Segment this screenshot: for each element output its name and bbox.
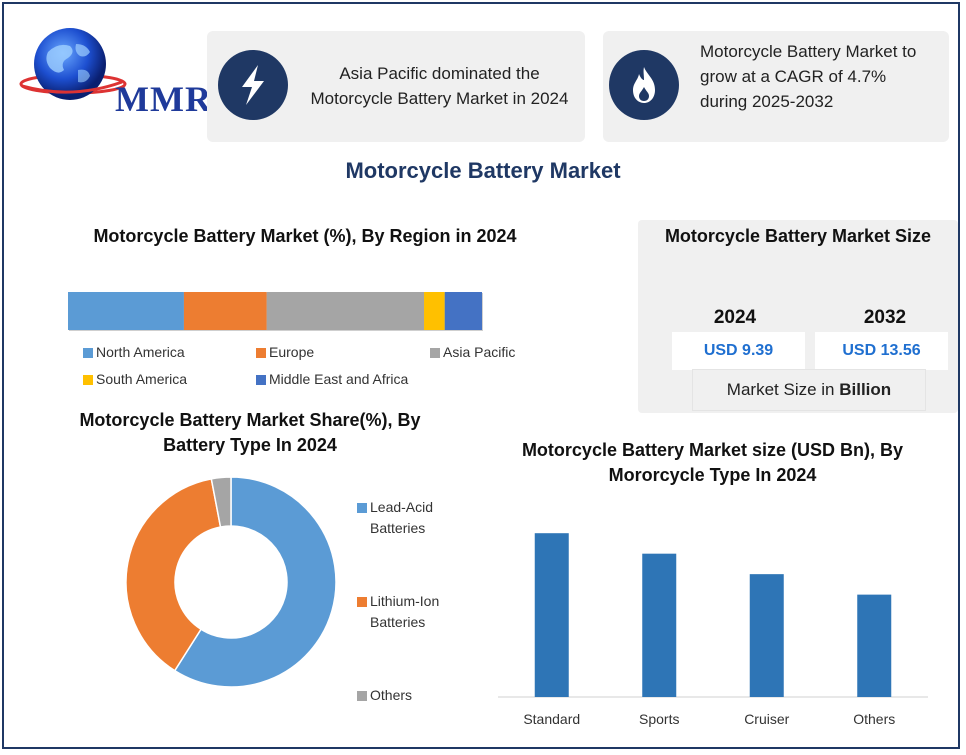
globe-icon	[19, 28, 127, 100]
region-legend-label-3: South America	[96, 371, 188, 387]
market-size-unit: Market Size in Billion	[692, 369, 926, 411]
donut-slice-0	[173, 476, 337, 688]
x-tick-label-others: Others	[853, 711, 895, 727]
region-segment-4	[444, 292, 482, 330]
moto-bar-chart: Standard Sports Cruiser Others	[498, 533, 928, 727]
unit-bold: Billion	[839, 380, 892, 399]
info-card-cagr: Motorcycle Battery Market to grow at a C…	[603, 31, 949, 142]
market-size-title: Motorcycle Battery Market Size	[664, 226, 932, 246]
region-segment-1	[183, 292, 267, 330]
logo-text: MMR	[115, 79, 212, 119]
main-title: Motorcycle Battery Market	[345, 158, 621, 183]
region-legend-swatch-1	[256, 348, 266, 358]
donut-legend-label-1: Lithium-Ion Batteries	[370, 593, 440, 630]
donut-legend-swatch-1	[357, 597, 367, 607]
info-card-region: Asia Pacific dominated the Motorcycle Ba…	[207, 31, 585, 142]
x-tick-label-standard: Standard	[523, 711, 580, 727]
region-segment-2	[266, 292, 425, 330]
bar-others	[857, 594, 892, 697]
moto-chart-title: Motorcycle Battery Market size (USD Bn),…	[521, 440, 904, 485]
mmr-logo: MMR	[18, 22, 211, 119]
donut-legend-swatch-2	[357, 691, 367, 701]
region-chart-title: Motorcycle Battery Market (%), By Region…	[93, 226, 517, 246]
region-legend-swatch-2	[430, 348, 440, 358]
region-legend-swatch-0	[83, 348, 93, 358]
region-stacked-bar	[68, 292, 483, 331]
card-cagr-text: Motorcycle Battery Market to grow at a C…	[700, 42, 917, 111]
bar-standard	[534, 533, 569, 697]
region-segment-0	[68, 292, 184, 330]
value-2032: USD 13.56	[815, 332, 948, 370]
bar-cruiser	[749, 574, 784, 697]
year-2032-label: 2032	[863, 307, 907, 328]
lightning-bolt-icon-circle	[218, 50, 288, 120]
region-segment-3	[424, 292, 445, 330]
donut-legend-label-0: Lead-Acid Batteries	[370, 499, 434, 536]
donut-legend-label-2: Others	[370, 687, 413, 703]
value-2024: USD 9.39	[672, 332, 805, 370]
x-tick-label-cruiser: Cruiser	[744, 711, 789, 727]
battery-donut-chart	[125, 476, 337, 688]
bar-sports	[642, 553, 677, 697]
donut-legend-swatch-0	[357, 503, 367, 513]
x-tick-label-sports: Sports	[639, 711, 679, 727]
donut-slice-1	[125, 477, 222, 672]
region-legend-swatch-4	[256, 375, 266, 385]
region-legend-label-2: Asia Pacific	[443, 344, 516, 360]
region-legend-label-4: Middle East and Africa	[269, 371, 409, 387]
region-legend-swatch-3	[83, 375, 93, 385]
battery-chart-title: Motorcycle Battery Market Share(%), By B…	[79, 410, 421, 455]
year-2024-label: 2024	[713, 307, 757, 328]
flame-icon-circle	[609, 50, 679, 120]
card-region-text: Asia Pacific dominated the Motorcycle Ba…	[310, 64, 569, 108]
flame-icon	[633, 67, 655, 103]
region-legend-label-0: North America	[96, 344, 185, 360]
region-legend-label-1: Europe	[269, 344, 315, 360]
lightning-bolt-icon	[242, 65, 264, 105]
unit-prefix: Market Size in	[726, 380, 840, 399]
donut-slice-2	[210, 476, 232, 528]
